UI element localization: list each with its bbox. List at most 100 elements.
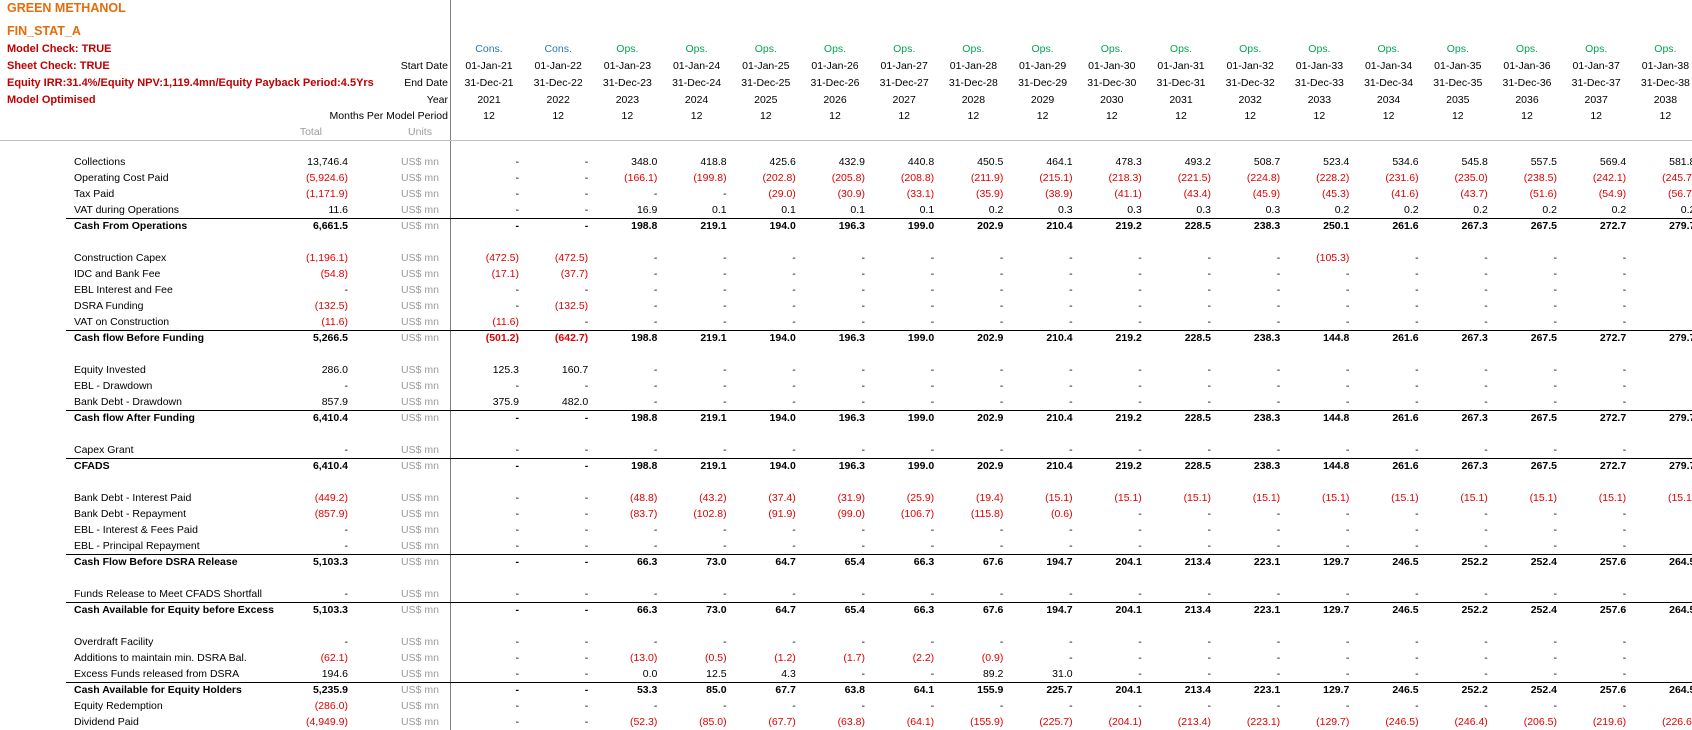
row-value: - [1069,364,1073,376]
row-value: 0.3 [1127,204,1142,216]
period-start-date: 01-Jan-30 [1088,60,1136,72]
period-end-date: 31-Dec-21 [464,77,514,89]
row-value: - [584,684,589,696]
row-value: - [515,636,520,648]
row-value: (208.8) [900,172,935,184]
row-value: - [1276,668,1281,680]
row-label: CFADS [74,460,110,472]
period-start-date: 01-Jan-38 [1641,60,1690,72]
row-value: - [1553,252,1558,264]
row-value: (35.9) [975,188,1004,200]
period-months: 12 [1036,110,1049,122]
row-value: 228.5 [1184,220,1211,232]
row-value: 264.5 [1669,556,1692,568]
period-phase: Ops. [1308,43,1331,55]
row-value: 432.9 [838,156,865,168]
row-value: (41.1) [1114,188,1142,200]
row-value: - [1069,284,1073,296]
row-value: 0.2 [1680,204,1692,216]
row-value: 228.5 [1184,412,1211,424]
row-total: 857.9 [321,396,348,408]
row-value: - [1553,508,1558,520]
row-value: 219.2 [1115,460,1142,472]
row-value: (129.7) [1316,716,1350,728]
row-value: - [1553,364,1558,376]
row-value: - [1484,268,1488,280]
row-value: (472.5) [554,252,589,264]
total-row-border [66,554,1692,555]
row-value: - [930,252,935,264]
period-phase: Ops. [685,43,708,55]
row-value: (25.9) [906,492,935,504]
row-value: - [999,700,1004,712]
row-value: - [584,524,589,536]
row-label: EBL - Interest & Fees Paid [74,524,198,536]
row-value: - [1415,252,1419,264]
row-total: 6,410.4 [312,412,348,424]
row-value: - [584,156,589,168]
row-value: - [1345,652,1350,664]
period-end-date: 31-Dec-38 [1640,77,1690,89]
row-value: - [1484,300,1488,312]
row-value: 63.8 [844,684,865,696]
row-value: - [1415,284,1419,296]
row-value: - [653,636,658,648]
row-label: Excess Funds released from DSRA [74,668,240,680]
row-value: 261.6 [1392,412,1419,424]
row-value: (225.7) [1039,716,1073,728]
row-value: - [999,316,1004,328]
row-total: - [344,540,349,552]
row-value: (211.9) [970,172,1004,184]
row-value: - [1207,652,1212,664]
row-value: - [1415,636,1419,648]
row-value: (45.3) [1321,188,1350,200]
row-value: - [999,588,1004,600]
row-value: 0.2 [1403,204,1419,216]
row-value: 16.9 [636,204,658,216]
row-value: - [584,380,589,392]
row-value: - [1276,508,1281,520]
row-label: Dividend Paid [74,716,139,728]
row-value: 202.9 [977,460,1004,472]
period-phase: Ops. [1169,43,1193,55]
total-row-border [66,330,1692,331]
period-year: 2026 [823,94,847,106]
row-value: 213.4 [1184,604,1211,616]
row-value: 125.3 [492,364,519,376]
period-year: 2033 [1307,94,1332,106]
total-row-border [66,602,1692,603]
row-value: - [1276,300,1281,312]
row-value: - [1069,316,1073,328]
period-end-date: 31-Dec-29 [1018,77,1068,89]
period-phase: Ops. [893,43,916,55]
row-value: - [999,540,1004,552]
row-value: - [1622,300,1627,312]
row-value: - [1138,284,1142,296]
period-months: 12 [552,110,565,122]
row-value: - [1622,380,1627,392]
row-value: - [1484,316,1488,328]
row-unit: US$ mn [401,540,439,552]
row-value: - [1633,364,1692,376]
row-value: - [930,636,935,648]
row-unit: US$ mn [401,588,439,600]
row-value: 0.3 [1057,204,1073,216]
period-start-date: 01-Jan-29 [1018,60,1067,72]
row-value: - [1622,508,1627,520]
row-value: - [1622,588,1627,600]
row-value: - [1345,300,1350,312]
period-phase: Cons. [544,43,572,55]
row-value: - [1276,524,1281,536]
row-value: 279.7 [1669,460,1692,472]
row-value: 482.0 [561,396,589,408]
row-total: - [344,636,349,648]
row-value: (0.5) [705,652,727,664]
period-start-date: 01-Jan-36 [1503,60,1551,72]
row-value: - [792,300,796,312]
row-value: - [1415,316,1419,328]
row-value: (213.4) [1177,716,1211,728]
row-value: - [1207,636,1212,648]
row-value: (106.7) [900,508,935,520]
row-value: - [1633,268,1692,280]
row-value: (91.9) [768,508,796,520]
